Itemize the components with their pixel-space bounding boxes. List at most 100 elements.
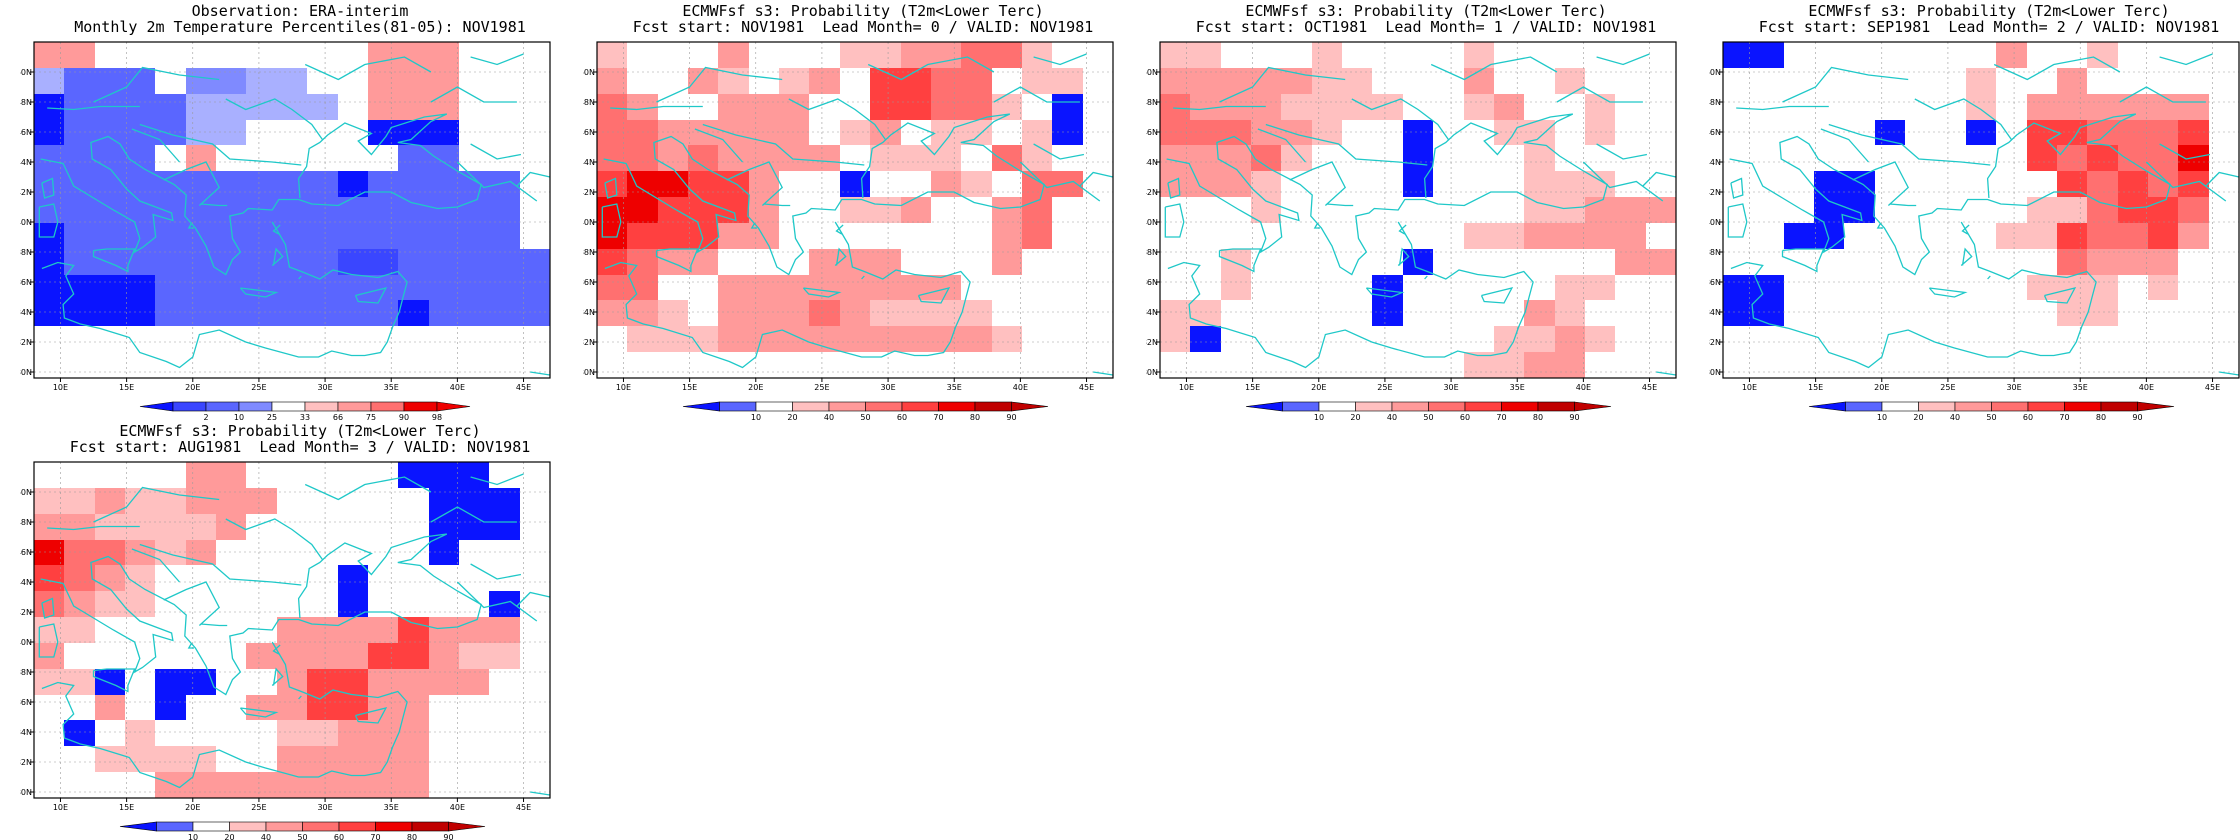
grid-cell: [186, 94, 216, 120]
graticule: [1723, 42, 2239, 378]
grid-cell: [870, 326, 901, 352]
grid-cell: [809, 300, 840, 326]
colorbar-label: 10: [1877, 413, 1887, 420]
colorbar-lower-arrow: [682, 401, 720, 412]
anomaly-cells: [1160, 42, 1676, 378]
colorbar-label: 90: [1006, 413, 1016, 420]
coastline: [1781, 248, 1825, 273]
grid-cell: [2118, 249, 2148, 275]
grid-cell: [125, 488, 155, 514]
lat-tick-label: 44N: [583, 158, 595, 167]
coastline: [1729, 113, 2171, 276]
grid-cell: [931, 300, 961, 326]
grid-cell: [398, 223, 429, 249]
lat-tick-label: 38N: [20, 248, 32, 257]
lat-tick-label: 46N: [583, 128, 595, 137]
lat-tick-label: 34N: [583, 308, 595, 317]
grid-cell: [368, 120, 398, 145]
coastlines: [38, 473, 551, 796]
grid-cell: [216, 772, 246, 798]
coastline: [470, 563, 522, 580]
colorbar-upper-arrow: [1574, 401, 1612, 412]
grid-cell: [2027, 120, 2057, 145]
grid-cell: [429, 669, 459, 695]
colorbar-swatch: [2100, 401, 2138, 412]
grid-cell: [34, 643, 64, 669]
grid-cell: [2118, 171, 2148, 197]
grid-cell: [749, 94, 779, 120]
grid-cell: [2057, 120, 2087, 145]
lat-tick-label: 48N: [20, 518, 32, 527]
grid-cell: [1555, 171, 1585, 197]
lon-tick-label: 20E: [1874, 383, 1889, 392]
grid-cell: [125, 565, 155, 591]
grid-cell: [246, 94, 277, 120]
lon-tick-label: 40E: [450, 803, 465, 812]
forecast-lead1-map-panel: ECMWFsf s3: Probability (T2m<Lower Terc)…: [1146, 0, 1706, 420]
coastline: [1033, 143, 1085, 160]
grid-cell: [1464, 68, 1494, 94]
grid-cell: [627, 145, 658, 171]
panel-title-line2: Fcst start: SEP1981 Lead Month= 2 / VALI…: [1758, 18, 2220, 36]
grid-cell: [398, 643, 429, 669]
grid-cell: [34, 120, 64, 145]
lat-tick-label: 38N: [583, 248, 595, 257]
grid-cell: [1464, 352, 1494, 378]
coastline: [1265, 123, 1428, 166]
grid-cell: [489, 643, 520, 669]
lon-tick-label: 45E: [1079, 383, 1094, 392]
grid-cell: [931, 94, 961, 120]
grid-cell: [216, 300, 246, 326]
grid-cell: [840, 249, 870, 275]
lat-tick-label: 50N: [20, 68, 32, 77]
lat-tick-label: 48N: [1709, 98, 1721, 107]
colorbar-label: 80: [1533, 413, 1543, 420]
grid-cell: [597, 68, 627, 94]
lat-tick-label: 30N: [20, 368, 32, 377]
coastlines: [1164, 53, 1677, 376]
grid-cell: [368, 643, 398, 669]
colorbar-label: 40: [1387, 413, 1397, 420]
colorbar-label: 2: [203, 413, 208, 420]
colorbar-label: 90: [1569, 413, 1579, 420]
grid-cell: [961, 326, 992, 352]
colorbar-swatch: [901, 401, 939, 412]
grid-cell: [95, 695, 125, 720]
grid-cell: [459, 643, 489, 669]
grid-cell: [2057, 223, 2087, 249]
grid-cell: [718, 171, 749, 197]
coastline: [272, 644, 281, 655]
coastline: [530, 371, 551, 376]
grid-cell: [1753, 275, 1784, 300]
grid-cell: [1342, 68, 1372, 94]
lat-tick-label: 34N: [20, 308, 32, 317]
grid-cell: [338, 746, 368, 772]
grid-cell: [64, 669, 95, 695]
coastline: [272, 224, 281, 235]
colorbar-label: 70: [1496, 413, 1506, 420]
grid-cell: [95, 145, 125, 171]
temperature-map: 10E 15E 20E 25E 30E 35E 40E 45E 30N 32N 34N 36N 38N 4…: [20, 41, 551, 420]
grid-cell: [2057, 68, 2087, 94]
grid-cell: [1524, 300, 1555, 326]
colorbar-label: 33: [300, 413, 310, 420]
grid-cell: [992, 326, 1022, 352]
coastline: [239, 287, 279, 298]
grid-cell: [338, 695, 368, 720]
lat-tick-label: 50N: [20, 488, 32, 497]
grid-cell: [246, 643, 277, 669]
grid-cell: [307, 94, 338, 120]
colorbar-upper-arrow: [1011, 401, 1049, 412]
colorbar-label: 20: [1913, 413, 1923, 420]
colorbar-swatch: [192, 821, 230, 832]
grid-cell: [1160, 300, 1190, 326]
grid-cell: [307, 720, 338, 746]
lat-tick-label: 40N: [583, 218, 595, 227]
lon-tick-label: 10E: [616, 383, 631, 392]
coastline: [1093, 371, 1114, 376]
grid-cell: [2057, 145, 2087, 171]
grid-cell: [1524, 223, 1555, 249]
grid-cell: [277, 249, 307, 275]
grid-cell: [459, 462, 489, 488]
grid-cell: [597, 120, 627, 145]
